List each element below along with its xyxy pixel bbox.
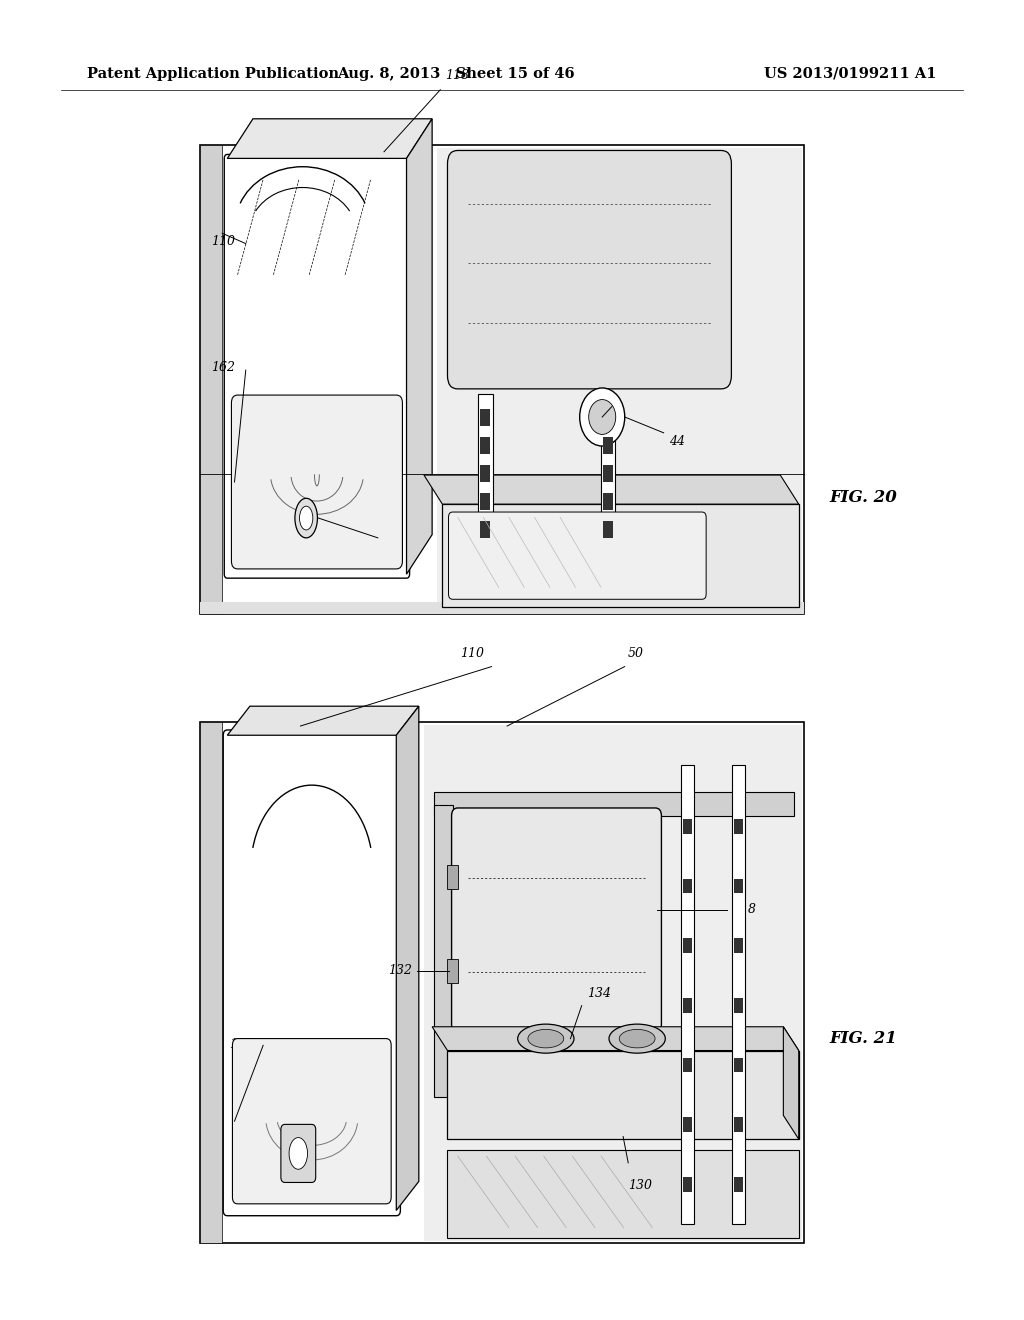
Text: 132: 132 <box>388 965 412 977</box>
Text: 162: 162 <box>229 1038 253 1051</box>
Polygon shape <box>424 475 799 504</box>
Bar <box>603 437 613 454</box>
Bar <box>683 939 692 953</box>
Ellipse shape <box>518 1024 574 1053</box>
Bar <box>734 1057 743 1072</box>
Bar <box>200 145 804 614</box>
Text: 162: 162 <box>212 362 236 375</box>
Bar <box>601 393 615 557</box>
Ellipse shape <box>289 1138 307 1170</box>
FancyBboxPatch shape <box>232 1039 391 1204</box>
Polygon shape <box>227 706 419 735</box>
Polygon shape <box>396 706 419 1210</box>
FancyBboxPatch shape <box>281 1125 315 1183</box>
Polygon shape <box>227 119 432 158</box>
Text: 110: 110 <box>461 647 484 660</box>
Bar <box>734 1177 743 1192</box>
Bar <box>603 409 613 426</box>
Bar <box>683 879 692 894</box>
FancyBboxPatch shape <box>449 512 707 599</box>
Ellipse shape <box>620 1030 655 1048</box>
Bar <box>480 465 490 482</box>
Text: 118: 118 <box>732 903 756 916</box>
Bar <box>447 1051 799 1139</box>
Polygon shape <box>432 1027 799 1051</box>
Ellipse shape <box>299 506 313 529</box>
Bar <box>434 792 794 816</box>
Bar <box>683 1117 692 1131</box>
Bar <box>424 725 802 1241</box>
Bar <box>683 998 692 1012</box>
Bar <box>681 764 694 1224</box>
Text: US 2013/0199211 A1: US 2013/0199211 A1 <box>765 67 937 81</box>
FancyBboxPatch shape <box>231 395 402 569</box>
Bar <box>200 145 222 614</box>
Text: 50: 50 <box>628 647 644 660</box>
FancyBboxPatch shape <box>452 808 662 1032</box>
Bar <box>480 520 490 537</box>
FancyBboxPatch shape <box>224 154 410 578</box>
Bar <box>447 865 458 888</box>
Bar <box>603 465 613 482</box>
Bar <box>437 148 802 611</box>
Text: FIG. 20: FIG. 20 <box>829 490 897 506</box>
Bar <box>200 602 804 614</box>
Bar <box>480 437 490 454</box>
Text: 130: 130 <box>629 1179 652 1192</box>
Circle shape <box>580 388 625 446</box>
Bar <box>434 805 453 1097</box>
Text: FIG. 21: FIG. 21 <box>829 1031 897 1047</box>
Bar <box>734 1117 743 1131</box>
FancyBboxPatch shape <box>223 730 400 1216</box>
Ellipse shape <box>609 1024 666 1053</box>
Bar <box>734 939 743 953</box>
Bar <box>447 958 458 982</box>
Text: 110: 110 <box>212 235 236 248</box>
Bar <box>734 820 743 834</box>
Bar <box>480 492 490 510</box>
Bar <box>480 409 490 426</box>
Bar <box>478 393 493 557</box>
Bar <box>734 879 743 894</box>
Ellipse shape <box>295 498 317 537</box>
Bar <box>683 1177 692 1192</box>
Bar <box>734 998 743 1012</box>
Polygon shape <box>407 119 432 574</box>
Bar <box>683 820 692 834</box>
Text: Aug. 8, 2013   Sheet 15 of 46: Aug. 8, 2013 Sheet 15 of 46 <box>337 67 574 81</box>
Text: 134: 134 <box>587 987 610 1001</box>
Ellipse shape <box>528 1030 564 1048</box>
Text: 44: 44 <box>669 436 685 449</box>
Polygon shape <box>783 1027 799 1139</box>
Text: Patent Application Publication: Patent Application Publication <box>87 67 339 81</box>
Bar <box>683 1057 692 1072</box>
Bar <box>603 520 613 537</box>
Bar <box>603 492 613 510</box>
Bar <box>442 504 799 607</box>
Circle shape <box>589 400 615 434</box>
FancyBboxPatch shape <box>447 150 731 389</box>
Bar <box>732 764 745 1224</box>
Text: 118: 118 <box>445 69 469 82</box>
Bar <box>447 1150 799 1238</box>
Text: 182: 182 <box>380 541 403 554</box>
Bar <box>200 722 222 1243</box>
Bar <box>200 722 804 1243</box>
